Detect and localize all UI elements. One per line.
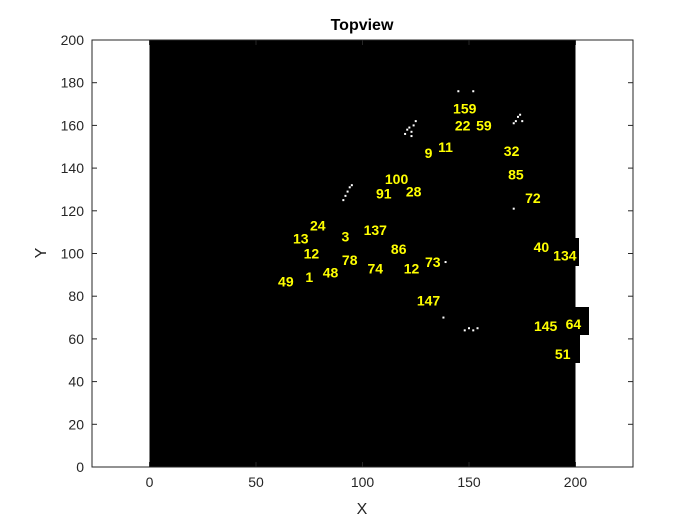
x-axis-label: X: [357, 501, 368, 518]
point: [472, 329, 475, 332]
point-label: 72: [525, 190, 541, 206]
point-label: 11: [438, 139, 453, 155]
y-tick-label: 200: [61, 32, 85, 48]
point: [463, 329, 466, 332]
point-label: 137: [364, 222, 388, 238]
point-label: 48: [323, 265, 339, 281]
y-tick-label: 140: [61, 160, 85, 176]
point: [404, 132, 407, 135]
y-tick-label: 40: [68, 374, 84, 390]
point: [457, 90, 460, 93]
point-label: 1: [305, 269, 313, 285]
image-block-134: [562, 238, 579, 266]
point: [410, 130, 413, 133]
point: [472, 90, 475, 93]
image-block-51: [562, 335, 580, 363]
point: [514, 120, 517, 123]
points-layer: [342, 90, 524, 332]
point: [444, 261, 447, 264]
point: [412, 124, 415, 127]
point-label: 51: [555, 346, 571, 362]
point-label: 86: [391, 241, 407, 257]
point-label: 64: [566, 316, 582, 332]
point: [516, 115, 519, 118]
y-tick-label: 180: [61, 75, 85, 91]
y-tick-label: 20: [68, 416, 84, 432]
point: [344, 194, 347, 197]
point: [476, 327, 479, 330]
image-block-64: [562, 307, 589, 335]
point: [346, 190, 349, 193]
x-tick-label: 100: [351, 474, 375, 490]
point-label: 134: [553, 248, 577, 264]
point-label: 13: [293, 231, 309, 247]
point-label: 85: [508, 167, 524, 183]
point: [414, 120, 417, 123]
x-axis-ticks: 0 50 100 150 200: [146, 40, 588, 490]
point-label: 74: [367, 260, 383, 276]
x-tick-label: 50: [248, 474, 264, 490]
point: [342, 199, 345, 202]
point: [467, 327, 470, 330]
point-label: 59: [476, 117, 492, 133]
point-label: 147: [417, 292, 441, 308]
point: [442, 316, 445, 319]
point: [512, 122, 515, 125]
x-tick-label: 200: [564, 474, 588, 490]
point-label: 159: [453, 100, 477, 116]
point: [406, 128, 409, 131]
point-label: 78: [342, 252, 358, 268]
y-tick-label: 0: [76, 459, 84, 475]
y-tick-label: 60: [68, 331, 84, 347]
point-label: 100: [385, 171, 409, 187]
y-tick-label: 100: [61, 246, 85, 262]
point: [519, 113, 522, 116]
point-label: 32: [504, 143, 520, 159]
point-label: 145: [534, 318, 558, 334]
point-label: 49: [278, 273, 294, 289]
point: [408, 126, 411, 129]
point-label: 9: [425, 145, 433, 161]
point: [348, 186, 351, 189]
point-label: 91: [376, 186, 392, 202]
point: [410, 135, 413, 138]
y-tick-label: 120: [61, 203, 85, 219]
point-label: 12: [404, 260, 420, 276]
point-label: 73: [425, 254, 441, 270]
chart-title: Topview: [331, 17, 394, 34]
point-label: 3: [342, 228, 350, 244]
point: [521, 120, 524, 123]
point-label: 22: [455, 117, 471, 133]
point: [512, 207, 515, 210]
y-tick-label: 160: [61, 117, 85, 133]
image-region: [149, 40, 576, 467]
point: [350, 184, 353, 187]
x-tick-label: 150: [457, 474, 481, 490]
y-tick-label: 80: [68, 288, 84, 304]
point-label: 28: [406, 184, 422, 200]
x-tick-label: 0: [146, 474, 154, 490]
point-label: 24: [310, 218, 326, 234]
point-label: 12: [304, 246, 320, 262]
image-blocks: [562, 238, 589, 363]
y-axis-label: Y: [33, 247, 50, 258]
point-label: 40: [534, 239, 550, 255]
